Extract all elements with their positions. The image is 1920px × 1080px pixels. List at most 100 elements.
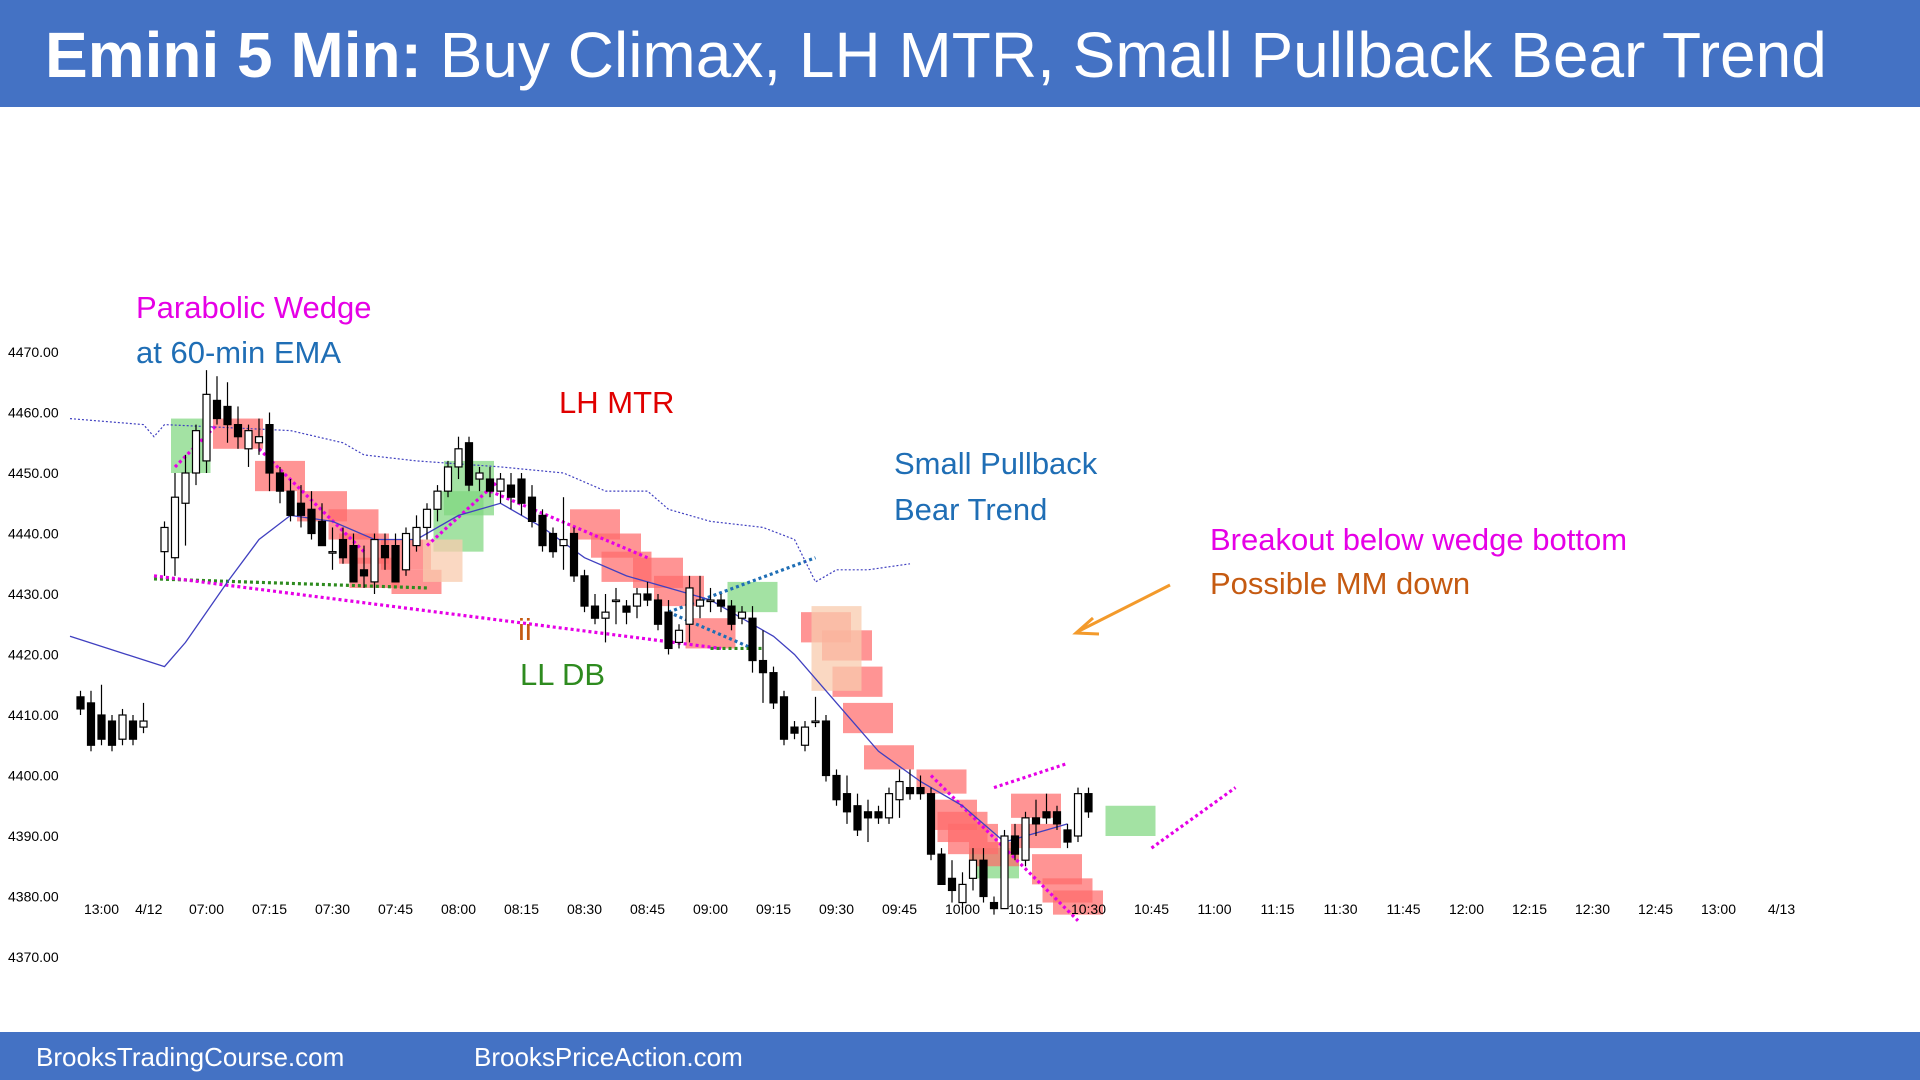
candle-body [128,720,138,740]
candle [475,466,484,492]
candle [811,696,820,728]
ema-60min-line [69,418,911,583]
candle-body [706,599,715,603]
x-tick-label: 12:00 [1449,901,1484,917]
candle-body [454,448,463,468]
candle-body [947,877,957,892]
y-tick-label: 4450.00 [8,465,59,481]
x-tick-label: 12:15 [1512,901,1547,917]
bear-box [916,769,967,794]
candle-body [349,545,358,583]
candle-body [496,478,505,492]
candle-body [632,593,642,607]
candle [674,624,684,649]
candle-body [244,430,253,450]
candle-body [1073,793,1083,837]
y-tick-label: 4440.00 [8,526,59,542]
x-tick-label: 11:30 [1324,901,1358,917]
candle [695,575,705,619]
candle [727,600,736,631]
candle-body [391,545,400,583]
candle-body [422,508,432,529]
candle-body [527,496,537,523]
candle-body [191,430,201,474]
y-tick-label: 4420.00 [8,647,59,663]
x-tick-label: 10:45 [1134,901,1169,917]
candle [559,497,568,570]
footer-link-brookspriceaction[interactable]: BrooksPriceAction.com [474,1042,743,1072]
candle [76,690,85,715]
magenta-trend-line [153,574,722,651]
annotation-label: ii [518,612,532,647]
candle [968,848,978,891]
candle-body [443,466,453,492]
candle [790,721,799,740]
title-banner [0,0,1920,107]
candle-body [464,442,474,486]
candle-body [265,424,274,474]
candle [1042,793,1051,824]
candle-body [202,393,211,462]
candle-body [1052,811,1062,825]
annotation-label: Small Pullback [894,446,1098,481]
candle [853,793,862,836]
candle [506,473,516,510]
candle [443,460,453,498]
x-tick-label: 08:45 [630,901,665,917]
candle [107,715,117,752]
candle-body [118,714,127,740]
candle [580,569,589,613]
x-tick-label: 10:30 [1071,901,1106,917]
candle [223,382,232,443]
candle-body [517,478,526,504]
candle-body [884,793,894,819]
candle [191,424,201,486]
x-tick-label: 10:00 [945,901,980,917]
x-axis: 13:00 4/12 07:00 07:15 07:30 07:45 08:00 08:15 0… [84,901,1795,917]
candle-body [958,883,967,904]
arrow-shaft [1078,583,1171,633]
candle-body [97,714,106,740]
y-tick-label: 4380.00 [8,889,59,905]
candle [212,376,222,425]
magenta-trend-line [993,761,1069,790]
candle [118,708,127,746]
bear-box [685,618,736,649]
candle [338,527,348,564]
candle-body [86,702,96,746]
annotation-label: LH MTR [559,385,674,420]
footer-link-brookstradingcourse[interactable]: BrooksTradingCourse.com [36,1042,345,1072]
candle-body [832,774,841,801]
candle [128,715,138,746]
candle [989,896,999,915]
candle [1052,805,1062,830]
candle-body [275,472,285,492]
candle-body [580,575,589,607]
candle [569,527,579,582]
candle-body [296,502,306,516]
candle [842,775,852,824]
candle-body [1021,817,1030,861]
candle-body [968,859,978,879]
candle [779,690,789,746]
candle [517,473,526,516]
annotation-label: at 60-min EMA [136,335,341,370]
footer-banner [0,1032,1920,1080]
candle [275,466,285,504]
candle-body [548,532,558,553]
candle [800,721,810,752]
candle [601,594,610,643]
candle [905,769,915,800]
candle [233,406,243,449]
candle [1000,829,1009,910]
candle [244,424,253,467]
candle [485,466,495,498]
candle [926,787,936,861]
arrow-annotation [1072,583,1171,636]
x-tick-label: 10:15 [1008,901,1043,917]
candle-body [758,659,768,674]
candle [139,702,148,734]
y-tick-label: 4460.00 [8,405,59,421]
candle-body [76,696,85,710]
x-tick-label: 07:15 [252,901,287,917]
